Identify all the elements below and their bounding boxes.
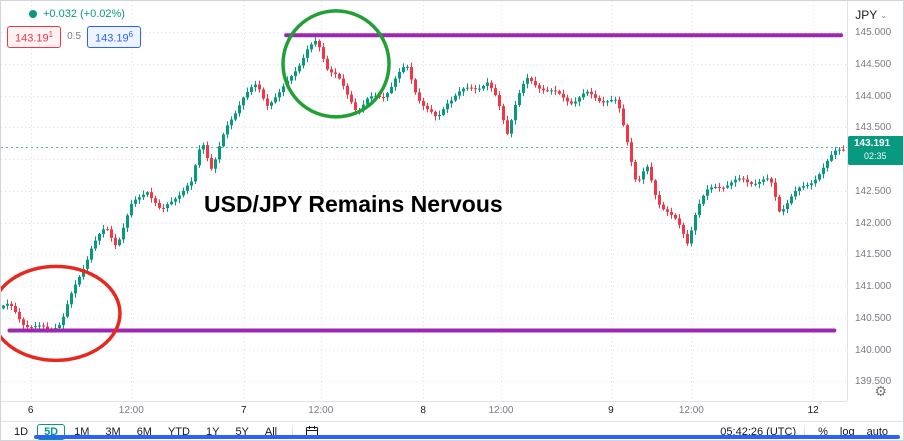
gear-icon[interactable]: ⚙: [874, 383, 887, 400]
chevron-down-icon: ⌄: [880, 11, 887, 20]
price-tick-label: 144.000: [855, 91, 891, 102]
bid-ask-row: 143.191 0.5 143.196: [7, 26, 141, 48]
bar-countdown: 02:35: [854, 150, 904, 162]
price-tick-label: 145.000: [855, 27, 891, 38]
price-tick-label: 141.000: [855, 281, 891, 292]
bid-price-button[interactable]: 143.191: [7, 26, 61, 48]
chart-window: +0.032 (+0.02%) 143.191 0.5 143.196 JPY …: [0, 0, 904, 441]
price-tick-label: 140.500: [855, 313, 891, 324]
chart-annotation-title: USD/JPY Remains Nervous: [204, 191, 503, 218]
last-price-value: 143.191: [854, 138, 904, 150]
time-tick-label: 12:00: [679, 405, 704, 416]
last-price-badge: 143.191 02:35: [848, 136, 904, 165]
market-status-icon: [29, 10, 37, 18]
time-tick-label: 9: [608, 405, 614, 416]
price-axis[interactable]: 145.000144.500144.000143.500143.000142.5…: [847, 1, 904, 401]
price-change-text: +0.032 (+0.02%): [43, 8, 125, 20]
price-tick-label: 142.000: [855, 218, 891, 229]
symbol-label: JPY: [855, 8, 877, 22]
symbol-dropdown[interactable]: JPY ⌄: [855, 8, 887, 22]
change-legend: +0.032 (+0.02%): [29, 8, 125, 20]
horizontal-scrollbar[interactable]: [34, 435, 900, 439]
range-button-1d[interactable]: 1D: [7, 424, 35, 440]
price-tick-label: 144.500: [855, 59, 891, 70]
spread-value: 0.5: [67, 31, 81, 42]
price-tick-label: 140.000: [855, 345, 891, 356]
time-tick-label: 12:00: [308, 405, 333, 416]
time-tick-label: 12: [808, 405, 819, 416]
price-tick-label: 142.500: [855, 186, 891, 197]
price-tick-label: 141.500: [855, 249, 891, 260]
time-axis[interactable]: 6 12:00 7 12:00 8 12:00 9 12:00 12: [1, 401, 847, 422]
time-tick-label: 12:00: [119, 405, 144, 416]
time-tick-label: 12:00: [488, 405, 513, 416]
ask-price-button[interactable]: 143.196: [87, 26, 141, 48]
price-tick-label: 143.500: [855, 122, 891, 133]
time-tick-label: 6: [28, 405, 34, 416]
time-tick-label: 7: [241, 405, 247, 416]
time-tick-label: 8: [420, 405, 426, 416]
